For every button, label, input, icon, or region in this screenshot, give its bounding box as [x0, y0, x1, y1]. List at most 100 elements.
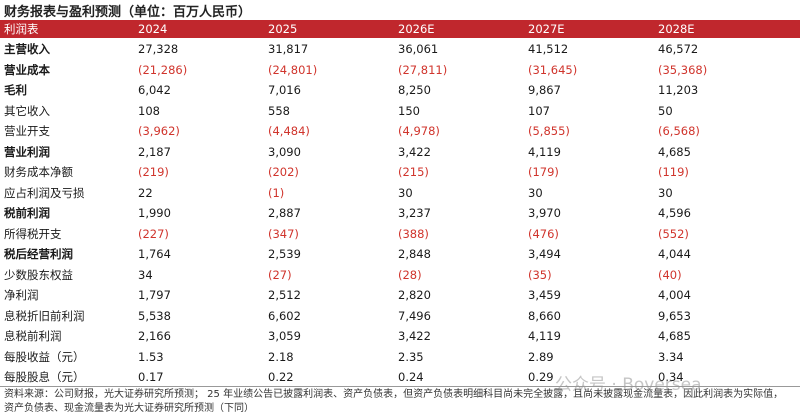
value-cell: (24,801): [268, 62, 318, 77]
value-cell: (347): [268, 226, 299, 241]
table-row: 所得税开支 (227) (347) (388) (476) (552): [0, 226, 800, 246]
value-cell: 0.29: [528, 370, 554, 384]
row-label: 其它收入: [4, 103, 50, 118]
value-cell: 1,764: [138, 247, 171, 261]
value-cell: 34: [138, 267, 153, 282]
row-label: 营业开支: [4, 124, 50, 138]
value-cell: 0.34: [658, 370, 684, 384]
column-header: 2024: [138, 22, 168, 36]
header-row: 利润表 2024 2025 2026E 2027E 2028E: [0, 20, 800, 38]
value-cell: (35,368): [658, 62, 708, 77]
value-cell: 4,044: [658, 247, 691, 261]
value-cell: 2,539: [268, 247, 301, 261]
table-title: 财务报表与盈利预测（单位：百万人民币）: [4, 5, 252, 20]
table-row: 息税折旧前利润 5,538 6,602 7,496 8,660 9,653: [0, 308, 800, 328]
row-label: 每股股息（元）: [4, 370, 85, 384]
value-cell: 0.22: [268, 370, 294, 384]
value-cell: (476): [528, 226, 559, 241]
value-cell: 4,004: [658, 288, 691, 302]
value-cell: (388): [398, 226, 429, 241]
value-cell: 6,602: [268, 308, 301, 323]
source-note: 资料来源：公司财报，光大证券研究所预测； 25 年业绩公告已披露利润表、资产负债…: [4, 389, 784, 414]
row-label: 所得税开支: [4, 226, 62, 241]
value-cell: 2,848: [398, 247, 431, 261]
value-cell: 107: [528, 103, 550, 118]
table-row: 营业利润 2,187 3,090 3,422 4,119 4,685: [0, 144, 800, 164]
value-cell: 50: [658, 103, 673, 118]
value-cell: (4,978): [398, 124, 440, 138]
value-cell: (1): [268, 185, 285, 200]
value-cell: (179): [528, 165, 559, 179]
value-cell: (219): [138, 165, 169, 179]
value-cell: 22: [138, 185, 153, 200]
value-cell: 4,119: [528, 329, 561, 343]
column-header: 2028E: [658, 22, 695, 36]
table-row: 营业开支 (3,962) (4,484) (4,978) (5,855) (6,568): [0, 123, 800, 143]
table-row: 每股股息（元） 0.17 0.22 0.24 0.29 0.34: [0, 369, 800, 389]
value-cell: 36,061: [398, 42, 439, 56]
value-cell: (552): [658, 226, 689, 241]
value-cell: (27): [268, 267, 292, 282]
value-cell: (28): [398, 267, 422, 282]
value-cell: 0.24: [398, 370, 424, 384]
value-cell: 30: [398, 185, 413, 200]
table-row: 营业成本 (21,286) (24,801) (27,811) (31,645) (35,…: [0, 62, 800, 82]
bottom-rule: [0, 386, 800, 387]
value-cell: 4,685: [658, 329, 691, 343]
row-label: 少数股东权益: [4, 267, 73, 282]
table-row: 毛利 6,042 7,016 8,250 9,867 11,203: [0, 82, 800, 102]
value-cell: 2,166: [138, 329, 171, 343]
value-cell: (31,645): [528, 62, 578, 77]
value-cell: 3,090: [268, 144, 301, 159]
value-cell: 4,119: [528, 144, 561, 159]
table-row: 净利润 1,797 2,512 2,820 3,459 4,004: [0, 287, 800, 307]
value-cell: 30: [658, 185, 673, 200]
column-header: 2027E: [528, 22, 565, 36]
value-cell: 3,237: [398, 206, 431, 220]
value-cell: (227): [138, 226, 169, 241]
value-cell: 558: [268, 103, 290, 118]
value-cell: 3,494: [528, 247, 561, 261]
value-cell: (202): [268, 165, 299, 179]
value-cell: (215): [398, 165, 429, 179]
value-cell: 4,596: [658, 206, 691, 220]
table-row: 每股收益（元） 1.53 2.18 2.35 2.89 3.34: [0, 349, 800, 369]
column-header: 2025: [268, 22, 298, 36]
table-row: 其它收入 108 558 150 107 50: [0, 103, 800, 123]
value-cell: 0.17: [138, 370, 164, 384]
value-cell: (4,484): [268, 124, 310, 138]
value-cell: 2,887: [268, 206, 301, 220]
value-cell: 41,512: [528, 42, 569, 56]
value-cell: (40): [658, 267, 682, 282]
row-label: 净利润: [4, 288, 39, 302]
value-cell: 7,016: [268, 83, 301, 97]
row-label: 应占利润及亏损: [4, 185, 85, 200]
table-row: 税前利润 1,990 2,887 3,237 3,970 4,596: [0, 205, 800, 225]
value-cell: 11,203: [658, 83, 699, 97]
row-label: 息税折旧前利润: [4, 308, 85, 323]
value-cell: 3,422: [398, 329, 431, 343]
row-label: 税前利润: [4, 206, 50, 220]
watermark: 公众号 · Boversea: [555, 375, 702, 395]
row-label: 营业成本: [4, 62, 50, 77]
row-label: 每股收益（元）: [4, 349, 85, 364]
value-cell: 9,653: [658, 308, 691, 323]
row-label: 财务成本净额: [4, 165, 73, 179]
value-cell: 7,496: [398, 308, 431, 323]
value-cell: 46,572: [658, 42, 699, 56]
value-cell: 2.89: [528, 349, 554, 364]
value-cell: 2.18: [268, 349, 294, 364]
value-cell: 9,867: [528, 83, 561, 97]
value-cell: 3,059: [268, 329, 301, 343]
value-cell: 6,042: [138, 83, 171, 97]
value-cell: 30: [528, 185, 543, 200]
table-row: 少数股东权益 34 (27) (28) (35) (40): [0, 267, 800, 287]
table-row: 应占利润及亏损 22 (1) 30 30 30: [0, 185, 800, 205]
value-cell: (35): [528, 267, 552, 282]
value-cell: 3,422: [398, 144, 431, 159]
value-cell: 2,512: [268, 288, 301, 302]
value-cell: (3,962): [138, 124, 180, 138]
value-cell: 150: [398, 103, 420, 118]
value-cell: 4,685: [658, 144, 691, 159]
